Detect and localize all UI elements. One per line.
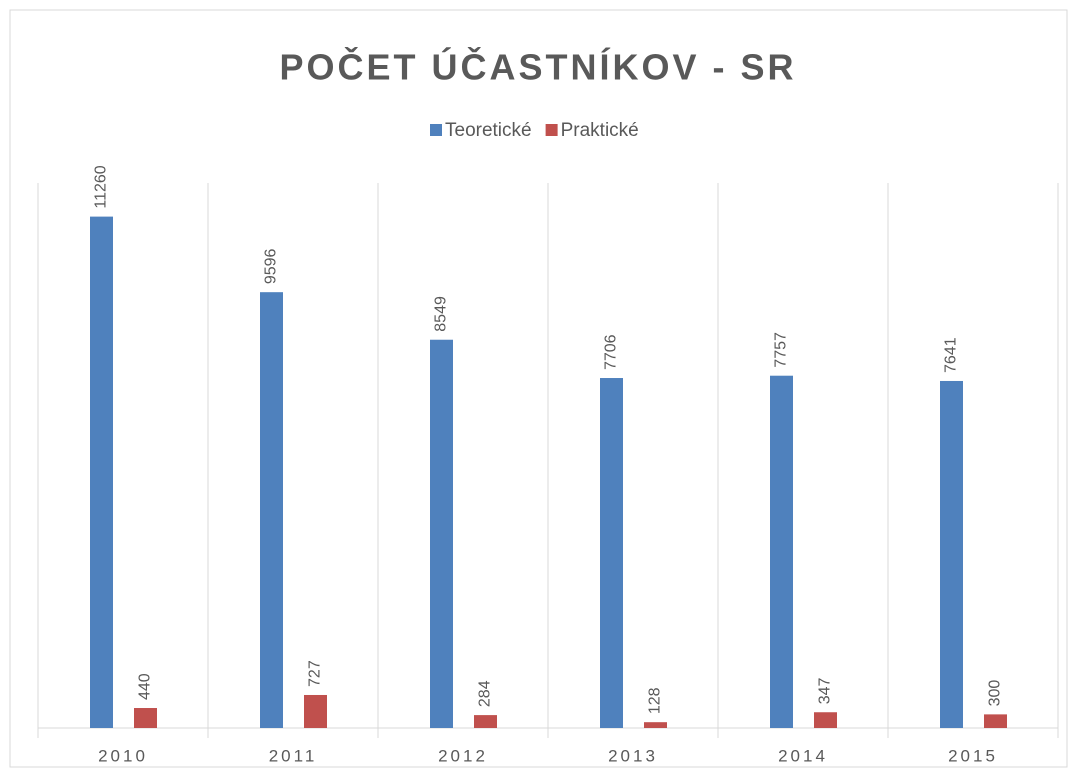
x-tick-label: 2012	[438, 746, 488, 765]
legend-label: Teoretické	[445, 120, 532, 141]
bar	[770, 375, 793, 728]
legend-label: Praktické	[561, 120, 639, 141]
data-label: 11260	[93, 165, 110, 208]
bar	[304, 694, 327, 728]
bar	[984, 714, 1007, 728]
bar	[814, 712, 837, 728]
legend-swatch	[545, 124, 558, 136]
bar	[430, 339, 453, 728]
x-tick-label: 2013	[608, 746, 658, 765]
data-label: 128	[647, 687, 664, 714]
bar	[474, 715, 497, 728]
data-label: 727	[307, 660, 324, 687]
bar	[260, 292, 283, 728]
data-label: 7706	[603, 334, 620, 370]
bar	[134, 708, 157, 728]
data-label: 440	[137, 673, 154, 700]
chart-border	[9, 9, 1068, 768]
data-label: 7641	[943, 337, 960, 373]
x-tick-label: 2014	[778, 746, 828, 765]
data-label: 8549	[433, 296, 450, 332]
data-label: 7757	[773, 332, 790, 368]
bar	[940, 380, 963, 728]
legend-swatch	[430, 124, 442, 136]
x-tick-label: 2010	[98, 746, 148, 765]
data-label: 347	[817, 677, 834, 704]
data-label: 284	[477, 680, 494, 707]
bar	[644, 722, 667, 728]
data-label: 9596	[263, 248, 280, 284]
bar	[600, 378, 623, 728]
chart-title: POČET ÚČASTNÍKOV - SR	[279, 46, 796, 88]
bar	[90, 216, 113, 728]
data-label: 300	[987, 680, 1004, 707]
x-tick-label: 2015	[948, 746, 998, 765]
x-tick-label: 2011	[269, 746, 318, 765]
